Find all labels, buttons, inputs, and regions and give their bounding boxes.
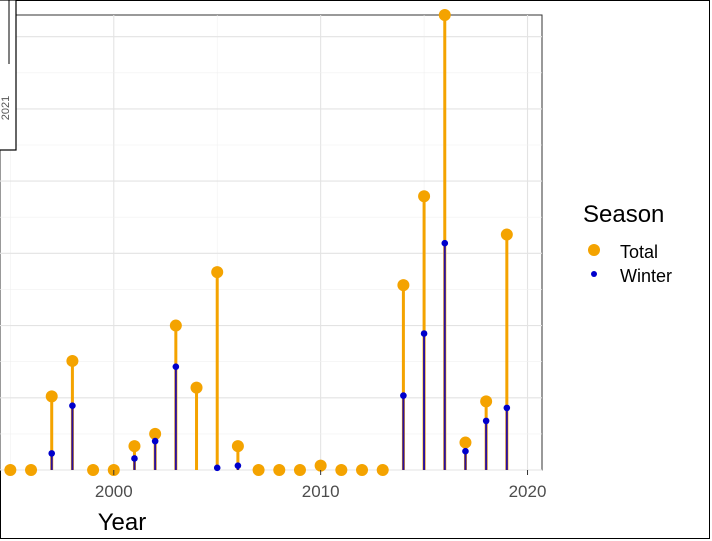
winter-point [462, 447, 469, 455]
winter-point [503, 404, 511, 412]
legend-winter-marker [591, 271, 597, 277]
winter-stems [50, 243, 508, 470]
winter-point [441, 239, 449, 247]
total-point [25, 464, 38, 476]
legend: Season Total Winter [583, 201, 672, 286]
total-point [480, 395, 493, 408]
x-axis-title: Year [98, 509, 147, 536]
total-point [87, 464, 100, 476]
legend-total-marker [588, 244, 600, 256]
total-point [169, 319, 182, 332]
x-tick-label: 2020 [509, 482, 547, 501]
winter-point [131, 455, 138, 462]
total-point [397, 279, 410, 292]
legend-total-label: Total [620, 242, 658, 262]
winter-point [172, 363, 180, 371]
total-point [66, 354, 79, 367]
legend-title: Season [583, 201, 664, 228]
inset-label: 2021 [0, 96, 12, 120]
total-point [293, 464, 306, 476]
total-point [211, 266, 224, 279]
legend-winter-label: Winter [620, 266, 672, 286]
total-point [128, 440, 141, 453]
winter-points [48, 239, 511, 472]
winter-point [482, 417, 490, 425]
total-point [418, 190, 431, 203]
winter-point [69, 402, 76, 410]
total-point [335, 464, 348, 476]
x-tick-label: 2000 [95, 482, 133, 501]
total-point [4, 464, 17, 476]
total-point [252, 464, 265, 476]
winter-point [400, 392, 407, 399]
total-point [149, 427, 162, 440]
winter-point [151, 437, 159, 445]
winter-point [48, 450, 56, 457]
total-point [231, 440, 244, 453]
total-point [314, 459, 327, 472]
total-point [45, 390, 58, 403]
total-point [376, 464, 389, 476]
total-point [459, 436, 472, 449]
total-points [4, 9, 513, 476]
winter-point [420, 330, 428, 337]
total-point [438, 9, 451, 21]
total-point [500, 228, 513, 241]
winter-point [234, 462, 242, 469]
x-tick-label: 2010 [302, 482, 340, 501]
winter-point [213, 464, 221, 472]
total-point [356, 464, 369, 476]
plot-panel [0, 14, 543, 471]
x-axis: 2000 2010 2020 [95, 470, 547, 501]
total-point [190, 381, 203, 394]
inset-box [0, 0, 17, 151]
grid-lines [0, 15, 542, 471]
total-point [273, 464, 286, 476]
